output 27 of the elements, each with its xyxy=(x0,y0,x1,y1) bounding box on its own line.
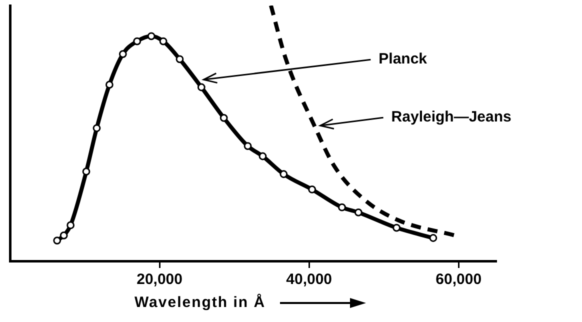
point xyxy=(176,55,184,64)
point xyxy=(354,208,362,216)
point xyxy=(429,234,438,242)
point xyxy=(105,80,114,89)
point xyxy=(197,83,206,92)
point xyxy=(147,32,156,40)
point xyxy=(220,114,228,122)
point xyxy=(82,168,90,176)
point xyxy=(159,37,168,46)
point xyxy=(258,152,267,160)
point xyxy=(338,203,346,212)
point xyxy=(92,124,101,132)
point xyxy=(53,236,62,245)
point xyxy=(66,221,75,230)
annotation: Rayleigh—Jeans xyxy=(391,108,512,126)
x-tick-label: 20,000 xyxy=(136,271,182,288)
point xyxy=(392,224,401,232)
point xyxy=(118,50,127,58)
point xyxy=(280,170,288,178)
annotation: Planck xyxy=(378,50,428,68)
point xyxy=(244,142,252,150)
x-tick-label: 40,000 xyxy=(286,271,332,288)
point xyxy=(133,37,142,46)
point xyxy=(308,186,316,194)
x-tick-label: 60,000 xyxy=(436,271,482,288)
x-axis-title: Wavelength in Å xyxy=(134,294,266,311)
point xyxy=(60,232,68,240)
